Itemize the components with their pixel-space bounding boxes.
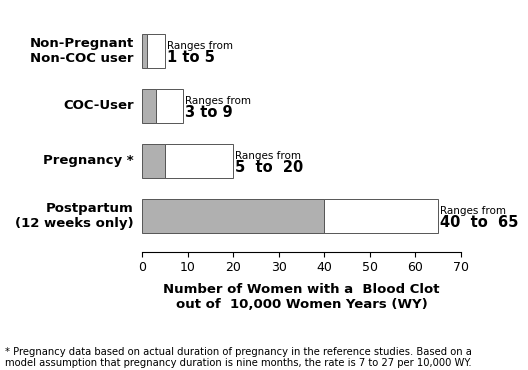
Text: 5  to  20: 5 to 20	[235, 160, 304, 175]
Bar	[146, 34, 165, 68]
Text: Ranges from: Ranges from	[167, 41, 233, 51]
Bar	[142, 199, 324, 233]
Text: * Pregnancy data based on actual duration of pregnancy in the reference studies.: * Pregnancy data based on actual duratio…	[5, 347, 472, 368]
Bar	[324, 199, 438, 233]
Text: Ranges from: Ranges from	[185, 96, 251, 106]
Text: 1 to 5: 1 to 5	[167, 50, 215, 65]
Bar	[156, 89, 183, 123]
Bar	[142, 144, 165, 178]
Text: Ranges from: Ranges from	[440, 206, 506, 216]
Text: 3 to 9: 3 to 9	[185, 105, 233, 120]
X-axis label: Number of Women with a  Blood Clot
out of  10,000 Women Years (WY): Number of Women with a Blood Clot out of…	[163, 283, 440, 310]
Bar	[142, 89, 156, 123]
Bar	[165, 144, 233, 178]
Text: 40  to  65: 40 to 65	[440, 215, 519, 230]
Text: Ranges from: Ranges from	[235, 151, 301, 161]
Bar	[142, 34, 146, 68]
